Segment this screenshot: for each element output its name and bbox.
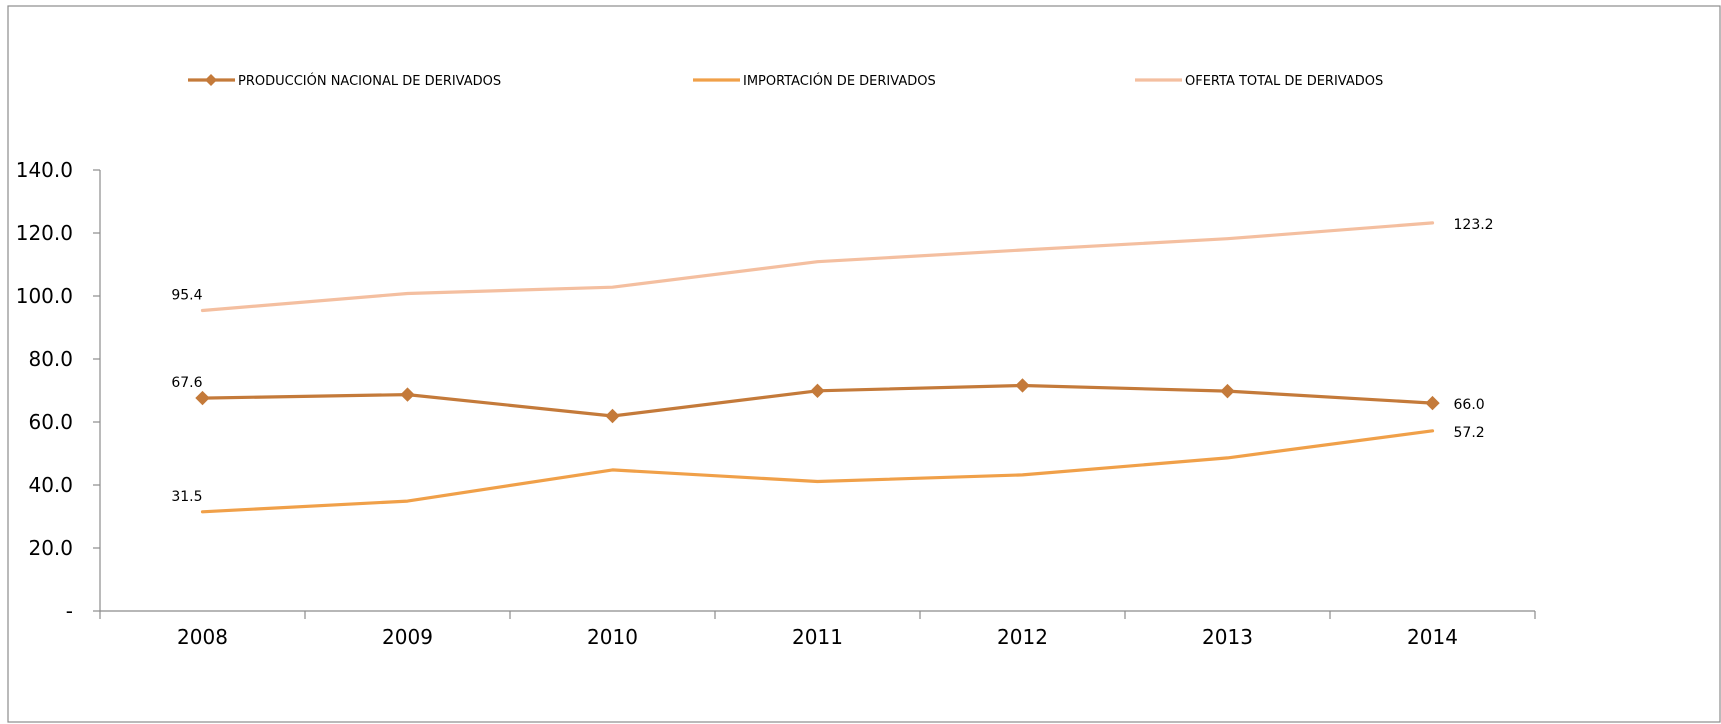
data-label: 123.2 bbox=[1454, 217, 1494, 233]
y-tick-label: 40.0 bbox=[28, 473, 73, 497]
data-point bbox=[195, 390, 210, 406]
series-layer bbox=[195, 221, 1440, 514]
legend-label: PRODUCCIÓN NACIONAL DE DERIVADOS bbox=[238, 73, 501, 89]
x-tick-label: 2008 bbox=[177, 625, 228, 649]
data-label: 95.4 bbox=[171, 287, 202, 303]
series-line bbox=[200, 429, 1435, 514]
data-point bbox=[605, 408, 620, 424]
data-point bbox=[1015, 378, 1030, 393]
y-tick-label: 140.0 bbox=[16, 158, 73, 182]
x-axis: 2008 2009 2010 2011 2012 2013 2014 bbox=[99, 610, 1536, 649]
y-tick-label: 60.0 bbox=[28, 410, 73, 434]
series-1 bbox=[200, 429, 1435, 514]
x-tick-label: 2009 bbox=[382, 625, 433, 649]
legend-label: OFERTA TOTAL DE DERIVADOS bbox=[1185, 74, 1383, 89]
x-tick-label: 2010 bbox=[587, 625, 638, 649]
y-axis: - 20.0 40.0 60.0 80.0 100.0 120.0 140.0 bbox=[16, 158, 101, 623]
x-tick-label: 2011 bbox=[792, 625, 843, 649]
data-point bbox=[400, 387, 415, 402]
legend: PRODUCCIÓN NACIONAL DE DERIVADOS IMPORTAC… bbox=[188, 73, 1383, 89]
y-tick-label: 80.0 bbox=[28, 347, 73, 371]
data-point bbox=[810, 383, 825, 399]
y-tick-label: - bbox=[66, 599, 73, 623]
data-label: 67.6 bbox=[171, 375, 202, 391]
data-point bbox=[1425, 395, 1440, 411]
legend-item-2: OFERTA TOTAL DE DERIVADOS bbox=[1135, 74, 1383, 89]
legend-marker bbox=[205, 74, 217, 86]
chart-frame bbox=[7, 5, 1721, 723]
y-tick-label: 100.0 bbox=[16, 284, 73, 308]
data-label: 57.2 bbox=[1454, 425, 1485, 441]
data-label: 31.5 bbox=[171, 489, 202, 505]
data-labels: 67.6 66.0 31.5 57.2 95.4 123.2 bbox=[171, 217, 1493, 505]
x-tick-label: 2013 bbox=[1202, 625, 1253, 649]
series-0 bbox=[195, 378, 1440, 424]
x-tick-label: 2012 bbox=[997, 625, 1048, 649]
data-label: 66.0 bbox=[1454, 397, 1485, 413]
y-tick-label: 20.0 bbox=[28, 536, 73, 560]
x-tick-label: 2014 bbox=[1407, 625, 1458, 649]
y-tick-label: 120.0 bbox=[16, 221, 73, 245]
legend-label: IMPORTACIÓN DE DERIVADOS bbox=[743, 73, 936, 89]
legend-item-1: IMPORTACIÓN DE DERIVADOS bbox=[693, 73, 936, 89]
data-point bbox=[1220, 383, 1235, 399]
legend-item-0: PRODUCCIÓN NACIONAL DE DERIVADOS bbox=[188, 73, 501, 89]
series-line bbox=[200, 221, 1435, 313]
series-2 bbox=[200, 221, 1435, 313]
